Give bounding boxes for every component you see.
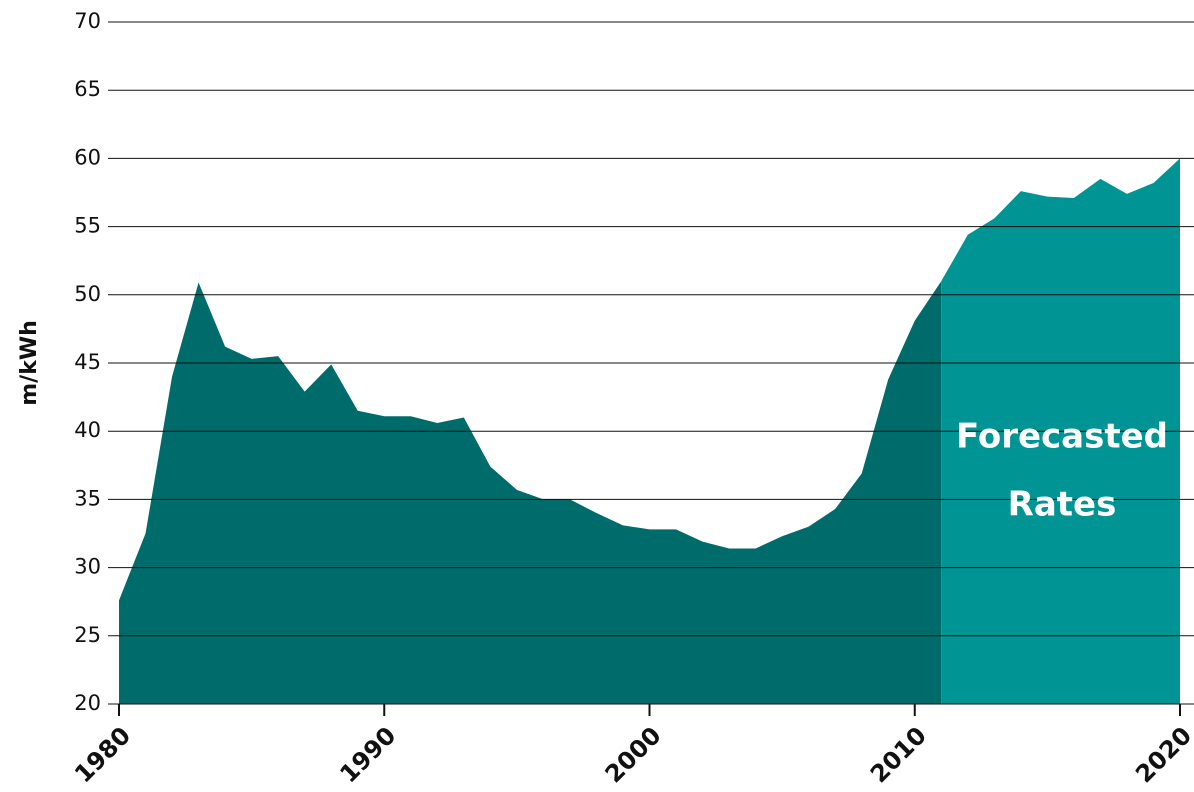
- y-tick-label: 45: [74, 350, 101, 374]
- y-tick-label: 35: [74, 486, 101, 510]
- y-tick-label: 30: [74, 555, 101, 579]
- annotation: Rates: [1008, 485, 1117, 525]
- annotation: Forecasted: [956, 417, 1168, 457]
- y-tick-label: 40: [74, 418, 101, 442]
- y-tick-label: 50: [74, 282, 101, 306]
- x-tick-label: 1990: [334, 721, 401, 788]
- x-tick-label: 2000: [600, 721, 667, 788]
- y-tick-label: 20: [74, 691, 101, 715]
- y-tick-label: 25: [74, 623, 101, 647]
- y-tick-label: 60: [74, 145, 101, 169]
- area: [119, 281, 942, 704]
- y-tick-label: 65: [74, 77, 101, 101]
- x-tick-label: 1980: [69, 721, 136, 788]
- y-tick-label: 55: [74, 214, 101, 238]
- y-tick-label: 70: [74, 9, 101, 33]
- x-tick-label: 2020: [1130, 721, 1194, 788]
- x-tick-label: 2010: [865, 721, 932, 788]
- y-axis-label: m/kWh: [17, 320, 42, 406]
